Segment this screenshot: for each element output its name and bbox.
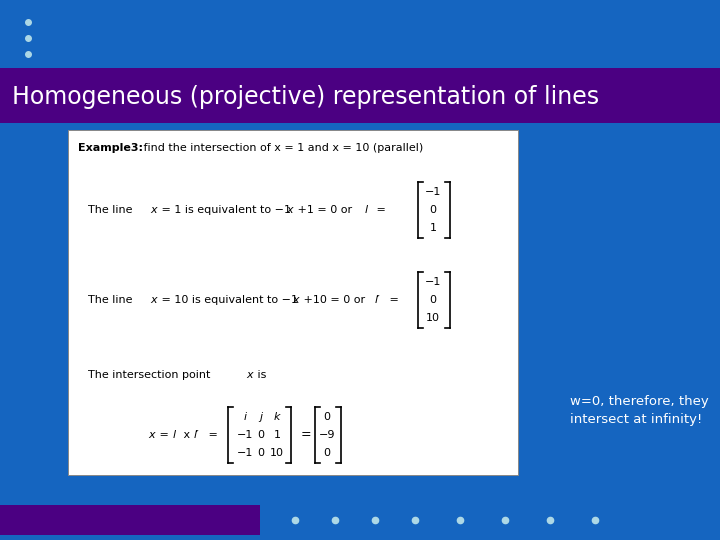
Text: The line: The line <box>88 205 136 215</box>
Text: = 10 is equivalent to −1: = 10 is equivalent to −1 <box>158 295 298 305</box>
Text: = 1 is equivalent to −1: = 1 is equivalent to −1 <box>158 205 291 215</box>
Text: −1: −1 <box>425 187 441 197</box>
Text: =: = <box>205 430 218 440</box>
Bar <box>68 130 518 475</box>
Text: i: i <box>243 412 246 422</box>
Text: Homogeneous (projective) representation of lines: Homogeneous (projective) representation … <box>12 85 599 109</box>
Text: −1: −1 <box>237 448 253 458</box>
Text: 10: 10 <box>270 448 284 458</box>
Text: x: x <box>150 205 157 215</box>
Bar <box>0 505 260 535</box>
Text: Example3:: Example3: <box>78 143 143 153</box>
Text: x: x <box>246 370 253 380</box>
Text: −1: −1 <box>425 277 441 287</box>
Bar <box>0 68 720 123</box>
Text: 1: 1 <box>274 430 281 440</box>
Text: x: x <box>150 295 157 305</box>
Text: w=0, therefore, they
intersect at infinity!: w=0, therefore, they intersect at infini… <box>570 395 708 426</box>
Text: 1: 1 <box>430 223 436 233</box>
Text: j: j <box>259 412 263 422</box>
Text: l′: l′ <box>375 295 381 305</box>
Text: 0: 0 <box>258 430 264 440</box>
Text: 0: 0 <box>323 448 330 458</box>
Text: 0: 0 <box>430 295 436 305</box>
Text: x: x <box>180 430 194 440</box>
Text: x: x <box>292 295 299 305</box>
Text: l′: l′ <box>194 430 199 440</box>
Text: 10: 10 <box>426 313 440 323</box>
Text: −9: −9 <box>319 430 336 440</box>
Text: find the intersection of x = 1 and x = 10 (parallel): find the intersection of x = 1 and x = 1… <box>140 143 423 153</box>
Text: k: k <box>274 412 280 422</box>
Text: 0: 0 <box>323 412 330 422</box>
Text: The intersection point: The intersection point <box>88 370 214 380</box>
Text: x: x <box>286 205 292 215</box>
Text: 0: 0 <box>430 205 436 215</box>
Text: −1: −1 <box>237 430 253 440</box>
Text: The line: The line <box>88 295 136 305</box>
Text: =: = <box>301 429 312 442</box>
Text: +10 = 0 or: +10 = 0 or <box>300 295 369 305</box>
Text: x: x <box>148 430 155 440</box>
Text: 0: 0 <box>258 448 264 458</box>
Text: is: is <box>254 370 266 380</box>
Text: l: l <box>173 430 176 440</box>
Text: =: = <box>386 295 399 305</box>
Text: +1 = 0 or: +1 = 0 or <box>294 205 356 215</box>
Text: =: = <box>156 430 172 440</box>
Text: l: l <box>365 205 368 215</box>
Text: =: = <box>373 205 386 215</box>
